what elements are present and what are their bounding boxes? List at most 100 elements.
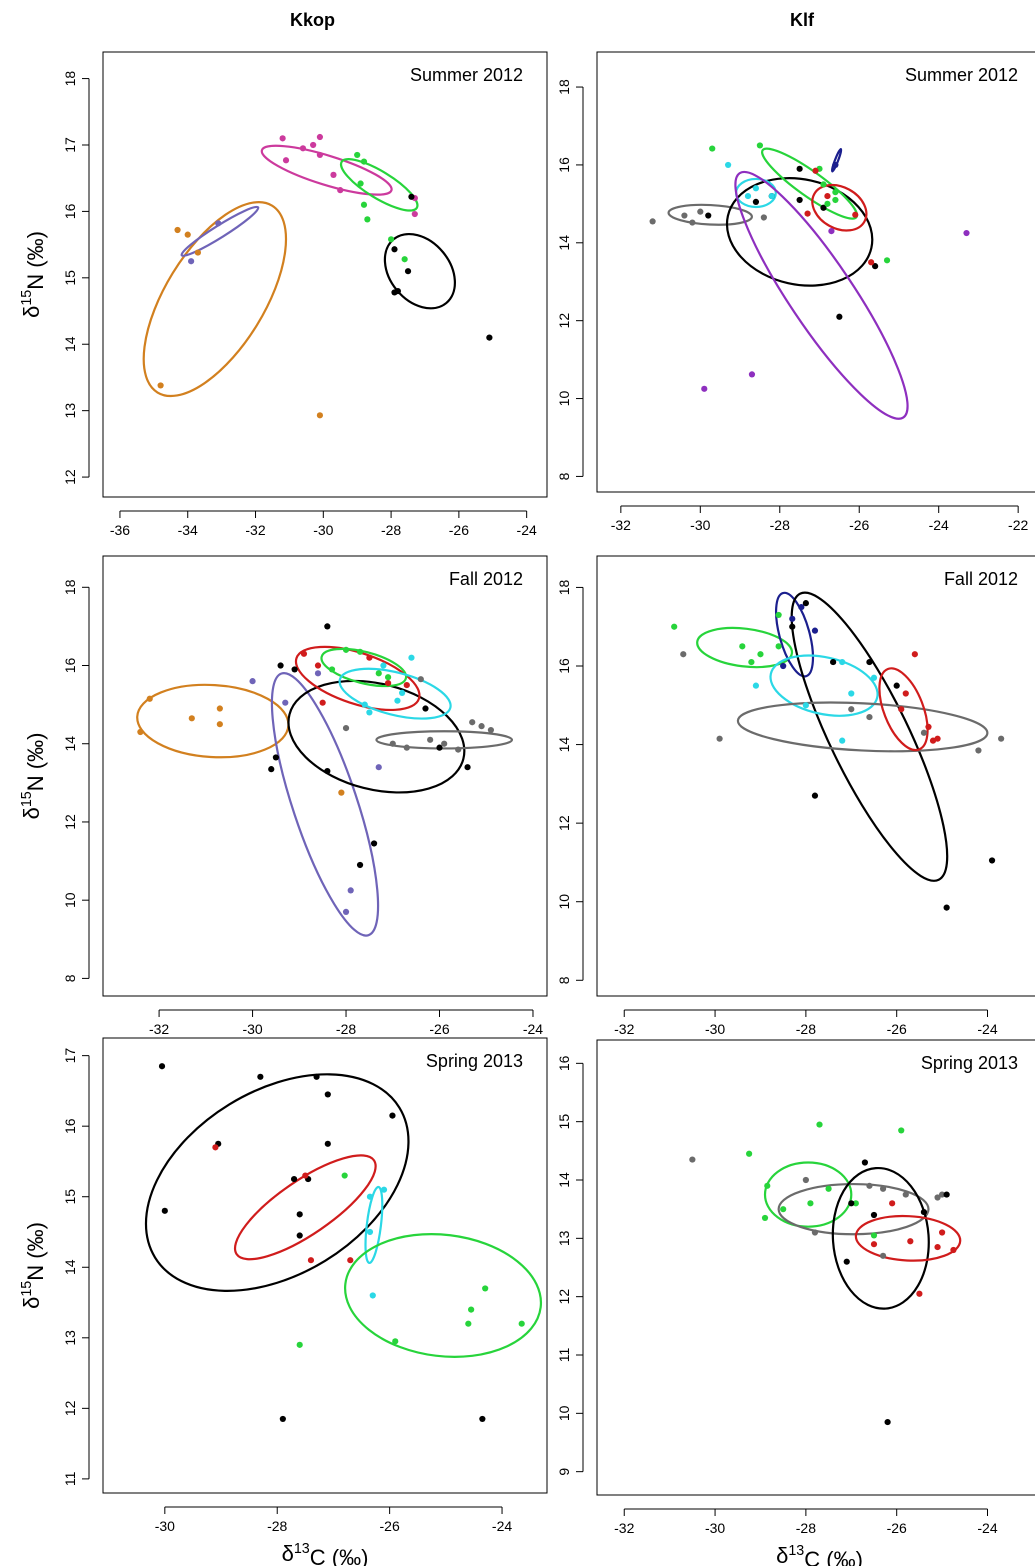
- point-cyan: [839, 658, 846, 666]
- point-red: [925, 723, 932, 730]
- point-black: [464, 764, 471, 771]
- x-tick-label: -22: [1008, 517, 1028, 533]
- x-tick-label: -32: [245, 522, 265, 538]
- point-navy: [832, 161, 839, 169]
- point-black: [789, 623, 796, 630]
- point-black: [752, 198, 760, 206]
- point-grey: [680, 651, 687, 658]
- point-black: [796, 165, 803, 172]
- ellipse-orange: [136, 683, 290, 759]
- point-cyan: [744, 192, 752, 200]
- y-tick-label: 14: [556, 1172, 572, 1188]
- y-tick-label: 18: [556, 579, 572, 595]
- point-red: [950, 1246, 957, 1254]
- point-red: [852, 211, 859, 218]
- point-grey: [417, 676, 424, 683]
- ellipse-red: [878, 667, 929, 752]
- point-green: [775, 643, 782, 650]
- point-black: [277, 662, 284, 669]
- point-black: [291, 666, 298, 673]
- point-green: [764, 1182, 771, 1189]
- point-green: [832, 189, 839, 196]
- y-tick-label: 12: [556, 1289, 572, 1305]
- point-black: [391, 246, 398, 253]
- ellipse-black: [383, 232, 456, 310]
- x-tick-label: -28: [796, 1021, 816, 1037]
- point-cyan: [366, 1228, 374, 1236]
- x-tick-label: -24: [929, 517, 949, 533]
- point-black: [161, 1207, 168, 1214]
- point-orange: [216, 721, 223, 728]
- ellipse-slate-blue: [180, 205, 260, 257]
- point-magenta: [299, 145, 307, 152]
- point-navy: [780, 662, 787, 670]
- point-red: [812, 167, 819, 174]
- point-cyan: [361, 701, 368, 708]
- x-tick-label: -32: [611, 517, 631, 533]
- point-cyan: [752, 682, 760, 689]
- x-tick-label: -28: [796, 1520, 816, 1536]
- point-grey: [389, 740, 396, 747]
- point-grey: [848, 706, 855, 713]
- y-tick-label: 13: [62, 403, 78, 419]
- y-tick-label: 15: [62, 270, 78, 286]
- point-navy: [811, 627, 819, 634]
- x-tick-label: -30: [690, 517, 710, 533]
- point-orange: [216, 705, 223, 712]
- point-red: [868, 259, 875, 266]
- point-black: [872, 263, 879, 270]
- point-green: [465, 1320, 472, 1327]
- point-black: [705, 212, 712, 219]
- point-black: [836, 313, 843, 320]
- y-tick-label: 10: [62, 892, 78, 908]
- point-red: [870, 1241, 878, 1248]
- plot-frame: [102, 555, 548, 997]
- point-slate-blue: [375, 764, 382, 771]
- point-red: [916, 1290, 923, 1297]
- panel-4: -32 -30 -28 -26 -24 8 10 12 14 16 18 Fall 2012: [556, 555, 1035, 1037]
- ellipse-black: [831, 1166, 930, 1310]
- point-cyan: [870, 674, 878, 681]
- panel-season-label: Summer 2012: [410, 65, 523, 85]
- y-tick-label: 10: [556, 391, 572, 407]
- point-green: [757, 651, 764, 658]
- point-red: [314, 662, 322, 669]
- point-black: [296, 1211, 303, 1218]
- point-green: [360, 158, 368, 165]
- point-red: [212, 1144, 219, 1151]
- point-black: [943, 1191, 950, 1198]
- point-green: [342, 646, 350, 653]
- point-grey: [811, 1229, 819, 1236]
- ellipse-navy: [830, 148, 843, 173]
- point-purple: [748, 371, 756, 378]
- point-cyan: [380, 662, 387, 669]
- point-green: [518, 1320, 525, 1327]
- point-red: [934, 735, 941, 742]
- x-tick-label: -30: [705, 1520, 725, 1536]
- panel-6: -32 -30 -28 -26 -24 9 10 11 12 13 14 15 16 δ13C (‰) Sp…: [556, 1039, 1035, 1566]
- x-tick-label: -28: [770, 517, 790, 533]
- point-green: [357, 180, 364, 187]
- point-grey: [879, 1185, 887, 1192]
- data-layer: [136, 623, 514, 937]
- point-orange: [146, 695, 153, 702]
- ellipse-green: [344, 1233, 543, 1358]
- point-green: [780, 1206, 787, 1213]
- point-black: [884, 1418, 891, 1426]
- point-grey: [689, 1156, 696, 1163]
- x-tick-label: -28: [267, 1518, 287, 1534]
- ellipse-navy: [774, 591, 815, 678]
- x-axis-title: δ13C (‰): [776, 1543, 863, 1566]
- panel-1: -36 -34 -32 -30 -28 -26 -24 12 13 14 15 16 17 18 δ15N …: [19, 51, 548, 538]
- ellipse-cyan: [364, 1185, 384, 1264]
- point-green: [671, 623, 678, 630]
- y-tick-label: 14: [62, 736, 78, 752]
- point-black: [861, 1159, 869, 1166]
- point-magenta: [279, 135, 286, 142]
- point-grey: [487, 726, 495, 734]
- y-tick-label: 14: [62, 1259, 78, 1275]
- y-tick-label: 17: [62, 1048, 78, 1064]
- point-grey: [681, 212, 688, 219]
- point-orange: [184, 231, 191, 238]
